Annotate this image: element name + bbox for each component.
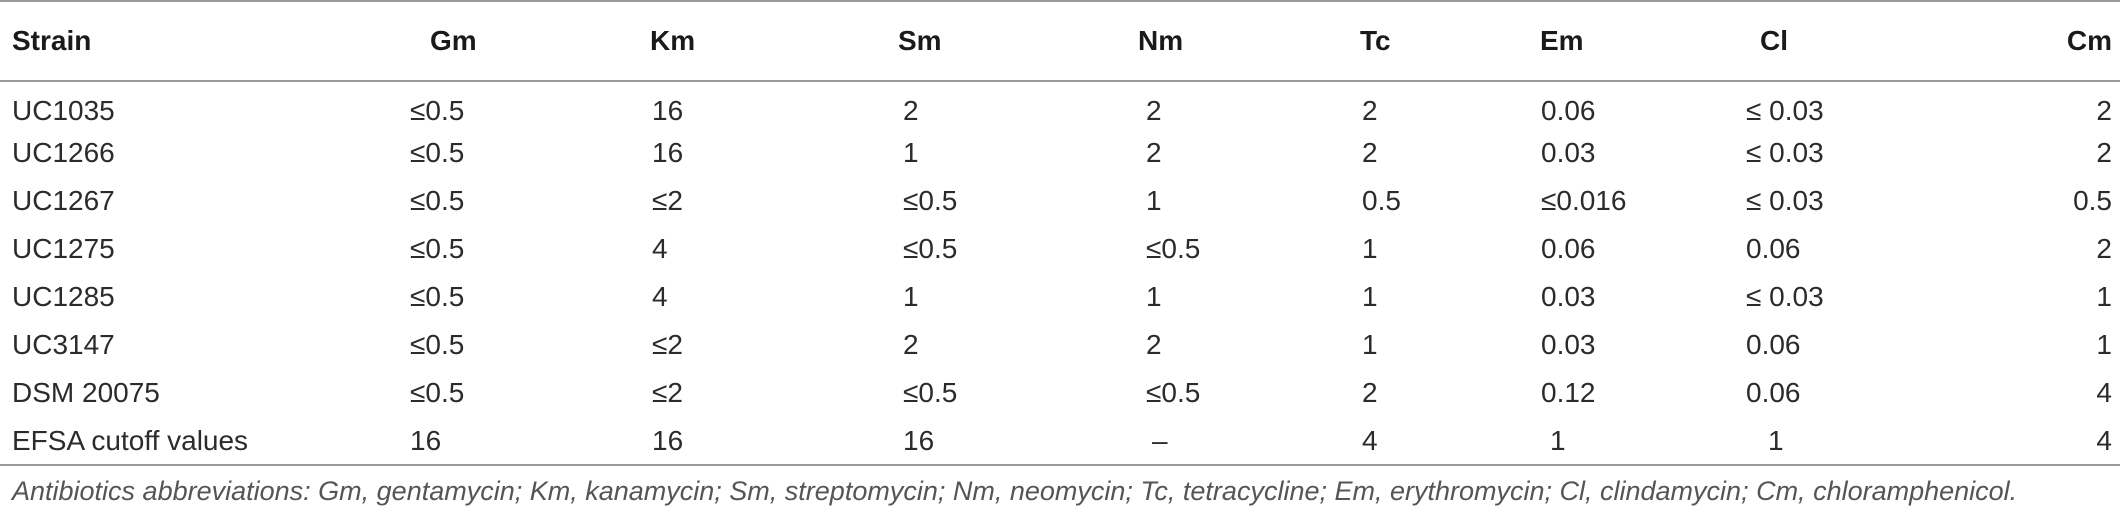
cell-cm: 2 <box>2096 94 2112 126</box>
cell-km: ≤2 <box>652 377 683 408</box>
cell-nm: 2 <box>1146 137 1162 168</box>
table-header-row: Strain Gm Km Sm Nm Tc Em Cl Cm <box>0 0 2120 82</box>
header-sm: Sm <box>800 0 1040 82</box>
cell-km: ≤2 <box>652 329 683 360</box>
header-cm: Cm <box>1900 0 2120 82</box>
cell-tc: 2 <box>1362 137 1378 168</box>
cell-nm: – <box>1040 417 1290 466</box>
cell-gm: ≤0.5 <box>410 233 465 264</box>
cell-tc: 2 <box>1362 94 1378 126</box>
header-cl: Cl <box>1650 0 1900 82</box>
cell-cm: 4 <box>2096 377 2112 408</box>
cell-gm: ≤0.5 <box>410 94 465 126</box>
cell-km: 16 <box>652 94 684 126</box>
cell-sm: 2 <box>903 329 919 360</box>
cell-strain: EFSA cutoff values <box>0 417 300 466</box>
cell-tc: 1 <box>1362 233 1378 264</box>
cell-tc: 2 <box>1362 377 1378 408</box>
cell-tc: 0.5 <box>1362 185 1401 216</box>
cell-cl: 0.06 <box>1746 377 1801 408</box>
cell-strain: UC1267 <box>12 185 115 216</box>
cell-cm: 4 <box>1900 417 2120 466</box>
cell-tc: 1 <box>1362 329 1378 360</box>
cell-cm: 0.5 <box>2073 185 2112 216</box>
cell-strain: DSM 20075 <box>12 377 160 408</box>
cell-gm: ≤0.5 <box>410 137 465 168</box>
table-row: UC1035 ≤0.5 16 2 2 2 0.06 ≤ 0.03 2 <box>0 81 2120 129</box>
cell-strain: UC1035 <box>12 94 115 126</box>
table-footnote: Antibiotics abbreviations: Gm, gentamyci… <box>12 476 2018 506</box>
cell-em: 0.06 <box>1541 233 1596 264</box>
mic-table: Strain Gm Km Sm Nm Tc Em Cl Cm UC1035 ≤0… <box>0 0 2120 466</box>
cell-cl: 0.06 <box>1746 329 1801 360</box>
cell-km: 16 <box>580 417 800 466</box>
cell-km: 4 <box>652 281 668 312</box>
cell-em: 0.12 <box>1541 377 1596 408</box>
cell-sm: ≤0.5 <box>903 233 958 264</box>
table-row-cutoff: EFSA cutoff values 16 16 16 – 4 1 1 4 <box>0 417 2120 466</box>
cell-tc: 1 <box>1362 281 1378 312</box>
cell-sm: 16 <box>800 417 1040 466</box>
cell-cl: 0.06 <box>1746 233 1801 264</box>
cell-cm: 2 <box>2096 233 2112 264</box>
cell-km: 16 <box>652 137 684 168</box>
cell-sm: 1 <box>903 281 919 312</box>
table-row: DSM 20075 ≤0.5 ≤2 ≤0.5 ≤0.5 2 0.12 0.06 … <box>0 369 2120 417</box>
cell-sm: 1 <box>903 137 919 168</box>
header-nm: Nm <box>1040 0 1290 82</box>
table-row: UC1285 ≤0.5 4 1 1 1 0.03 ≤ 0.03 1 <box>0 273 2120 321</box>
cell-gm: 16 <box>300 417 580 466</box>
header-tc: Tc <box>1290 0 1450 82</box>
cell-cl: 1 <box>1650 417 1900 466</box>
cell-em: 0.03 <box>1541 329 1596 360</box>
cell-cl: ≤ 0.03 <box>1746 185 1824 216</box>
cell-strain: UC1285 <box>12 281 115 312</box>
cell-strain: UC1266 <box>12 137 115 168</box>
cell-em: 0.03 <box>1541 137 1596 168</box>
cell-gm: ≤0.5 <box>410 329 465 360</box>
cell-em: 0.06 <box>1541 94 1596 126</box>
cell-sm: ≤0.5 <box>903 377 958 408</box>
header-em: Em <box>1450 0 1650 82</box>
cell-km: ≤2 <box>652 185 683 216</box>
cell-gm: ≤0.5 <box>410 377 465 408</box>
cell-gm: ≤0.5 <box>410 185 465 216</box>
cell-cl: ≤ 0.03 <box>1746 281 1824 312</box>
cell-nm: ≤0.5 <box>1146 377 1201 408</box>
cell-tc: 4 <box>1290 417 1450 466</box>
cell-strain: UC3147 <box>12 329 115 360</box>
cell-sm: 2 <box>903 94 919 126</box>
cell-nm: ≤0.5 <box>1146 233 1201 264</box>
cell-sm: ≤0.5 <box>903 185 958 216</box>
cell-cm: 1 <box>2096 281 2112 312</box>
cell-nm: 2 <box>1146 94 1162 126</box>
cell-nm: 2 <box>1146 329 1162 360</box>
cell-cm: 1 <box>2096 329 2112 360</box>
header-gm: Gm <box>300 0 580 82</box>
cell-km: 4 <box>652 233 668 264</box>
header-strain: Strain <box>0 0 300 82</box>
table-row: UC1275 ≤0.5 4 ≤0.5 ≤0.5 1 0.06 0.06 2 <box>0 225 2120 273</box>
table-row: UC1266 ≤0.5 16 1 2 2 0.03 ≤ 0.03 2 <box>0 129 2120 177</box>
cell-em: 1 <box>1450 417 1650 466</box>
cell-nm: 1 <box>1146 281 1162 312</box>
table-row: UC3147 ≤0.5 ≤2 2 2 1 0.03 0.06 1 <box>0 321 2120 369</box>
header-km: Km <box>580 0 800 82</box>
cell-cm: 2 <box>2096 137 2112 168</box>
cell-em: ≤0.016 <box>1541 185 1627 216</box>
cell-nm: 1 <box>1146 185 1162 216</box>
cell-cl: ≤ 0.03 <box>1746 94 1824 126</box>
mic-table-container: Strain Gm Km Sm Nm Tc Em Cl Cm UC1035 ≤0… <box>0 0 2120 466</box>
cell-cl: ≤ 0.03 <box>1746 137 1824 168</box>
table-row: UC1267 ≤0.5 ≤2 ≤0.5 1 0.5 ≤0.016 ≤ 0.03 … <box>0 177 2120 225</box>
cell-strain: UC1275 <box>12 233 115 264</box>
cell-em: 0.03 <box>1541 281 1596 312</box>
cell-gm: ≤0.5 <box>410 281 465 312</box>
